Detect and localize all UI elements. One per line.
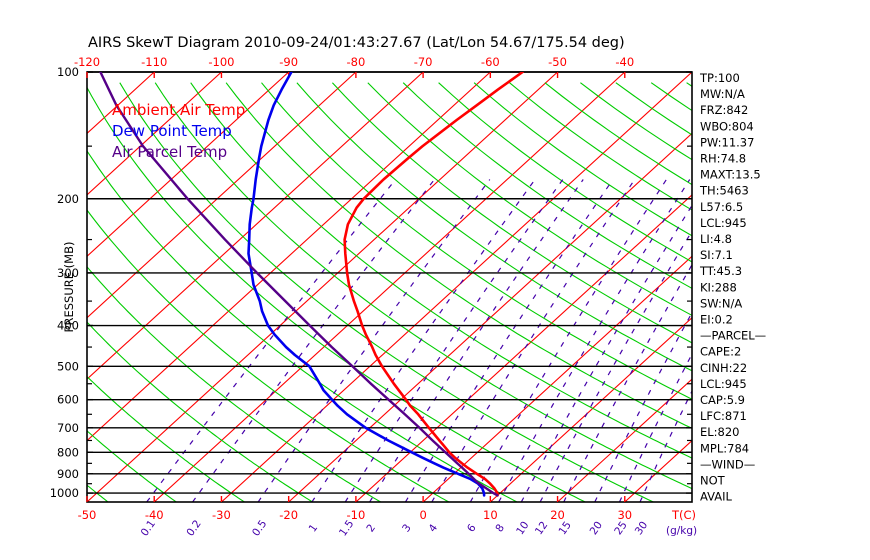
top-temp-tick-label: -100 xyxy=(208,55,234,69)
stat-item: RH:74.8 xyxy=(700,152,746,166)
pressure-tick-label: 100 xyxy=(57,65,79,79)
legend-label-0: Ambient Air Temp xyxy=(112,101,245,119)
top-temp-tick-label: -90 xyxy=(279,55,298,69)
bottom-temp-tick-label: -10 xyxy=(346,508,365,522)
stat-item: PW:11.37 xyxy=(700,135,754,149)
pressure-tick-label: 800 xyxy=(57,445,79,459)
temperature-unit-label: T(C) xyxy=(671,508,696,522)
pressure-tick-label: 300 xyxy=(57,266,79,280)
stat-item: CAP:5.9 xyxy=(700,393,745,407)
pressure-tick-label: 1000 xyxy=(50,486,79,500)
stat-item: LFC:871 xyxy=(700,409,747,423)
pressure-tick-label: 500 xyxy=(57,359,79,373)
page-title: AIRS SkewT Diagram 2010-09-24/01:43:27.6… xyxy=(88,35,625,51)
stat-item: WBO:804 xyxy=(700,119,754,133)
profile-ambient xyxy=(343,72,524,497)
legend-label-2: Air Parcel Temp xyxy=(112,143,227,161)
bottom-temp-tick-label: 0 xyxy=(419,508,426,522)
sounding-profiles xyxy=(99,72,524,497)
mixing-ratio-unit-label: (g/kg) xyxy=(666,525,697,537)
bottom-temp-tick-label: 20 xyxy=(550,508,565,522)
pressure-tick-label: 900 xyxy=(57,467,79,481)
bottom-temp-tick-label: -40 xyxy=(145,508,164,522)
stat-item: LCL:945 xyxy=(700,216,747,230)
stat-item: TP:100 xyxy=(699,71,740,85)
plot-frame xyxy=(86,71,693,503)
top-temp-tick-label: -110 xyxy=(141,55,167,69)
bottom-temp-tick-label: -50 xyxy=(78,508,97,522)
stat-item: L57:6.5 xyxy=(700,200,743,214)
stat-item: EI:0.2 xyxy=(700,313,733,327)
pressure-axis-label: PRESSURE (MB) xyxy=(62,242,76,333)
legend-label-1: Dew Point Temp xyxy=(112,122,232,140)
top-temp-tick-label: -50 xyxy=(548,55,567,69)
top-temp-tick-label: -80 xyxy=(346,55,365,69)
stat-item: MPL:784 xyxy=(700,441,749,455)
dry-adiabat-grid xyxy=(87,82,692,502)
pressure-tick-label: 600 xyxy=(57,393,79,407)
bottom-temp-tick-label: 10 xyxy=(483,508,498,522)
stat-item: NOT xyxy=(700,474,726,488)
stat-item: LI:4.8 xyxy=(700,232,732,246)
stats-panel: TP:100 MW:N/A FRZ:842 WBO:804 PW:11.37 RH:74.… xyxy=(699,71,766,504)
top-temp-tick-label: -40 xyxy=(615,55,634,69)
stat-item: FRZ:842 xyxy=(700,103,748,117)
stat-item: MAXT:13.5 xyxy=(700,168,761,182)
pressure-tick-label: 200 xyxy=(57,192,79,206)
bottom-temp-tick-label: 30 xyxy=(617,508,632,522)
top-temp-tick-label: -70 xyxy=(414,55,433,69)
stat-item: CINH:22 xyxy=(700,361,747,375)
stat-item: EL:820 xyxy=(700,425,740,439)
bottom-temp-tick-label: -30 xyxy=(212,508,231,522)
pressure-tick-label: 700 xyxy=(57,421,79,435)
profile-parcel xyxy=(99,72,499,497)
stat-item: SI:7.1 xyxy=(700,248,733,262)
profile-dewpoint xyxy=(247,72,486,497)
stat-item: MW:N/A xyxy=(700,87,745,101)
bottom-temp-tick-label: -20 xyxy=(279,508,298,522)
pressure-tick-label: 400 xyxy=(57,319,79,333)
stat-item: —PARCEL— xyxy=(700,329,766,343)
top-temp-tick-label: -60 xyxy=(481,55,500,69)
stat-item: AVAIL xyxy=(700,490,733,504)
stat-item: CAPE:2 xyxy=(700,345,741,359)
chart-legend: Ambient Air Temp Dew Point Temp Air Parcel… xyxy=(112,101,245,161)
stat-item: —WIND— xyxy=(700,457,755,471)
axis-ticks xyxy=(86,71,692,502)
stat-item: LCL:945 xyxy=(700,377,747,391)
stat-item: TT:45.3 xyxy=(699,264,742,278)
stat-item: SW:N/A xyxy=(700,296,742,310)
top-temp-tick-label: -120 xyxy=(74,55,100,69)
stat-item: TH:5463 xyxy=(699,184,749,198)
stat-item: KI:288 xyxy=(700,280,737,294)
mixing-ratio-grid xyxy=(146,179,692,502)
